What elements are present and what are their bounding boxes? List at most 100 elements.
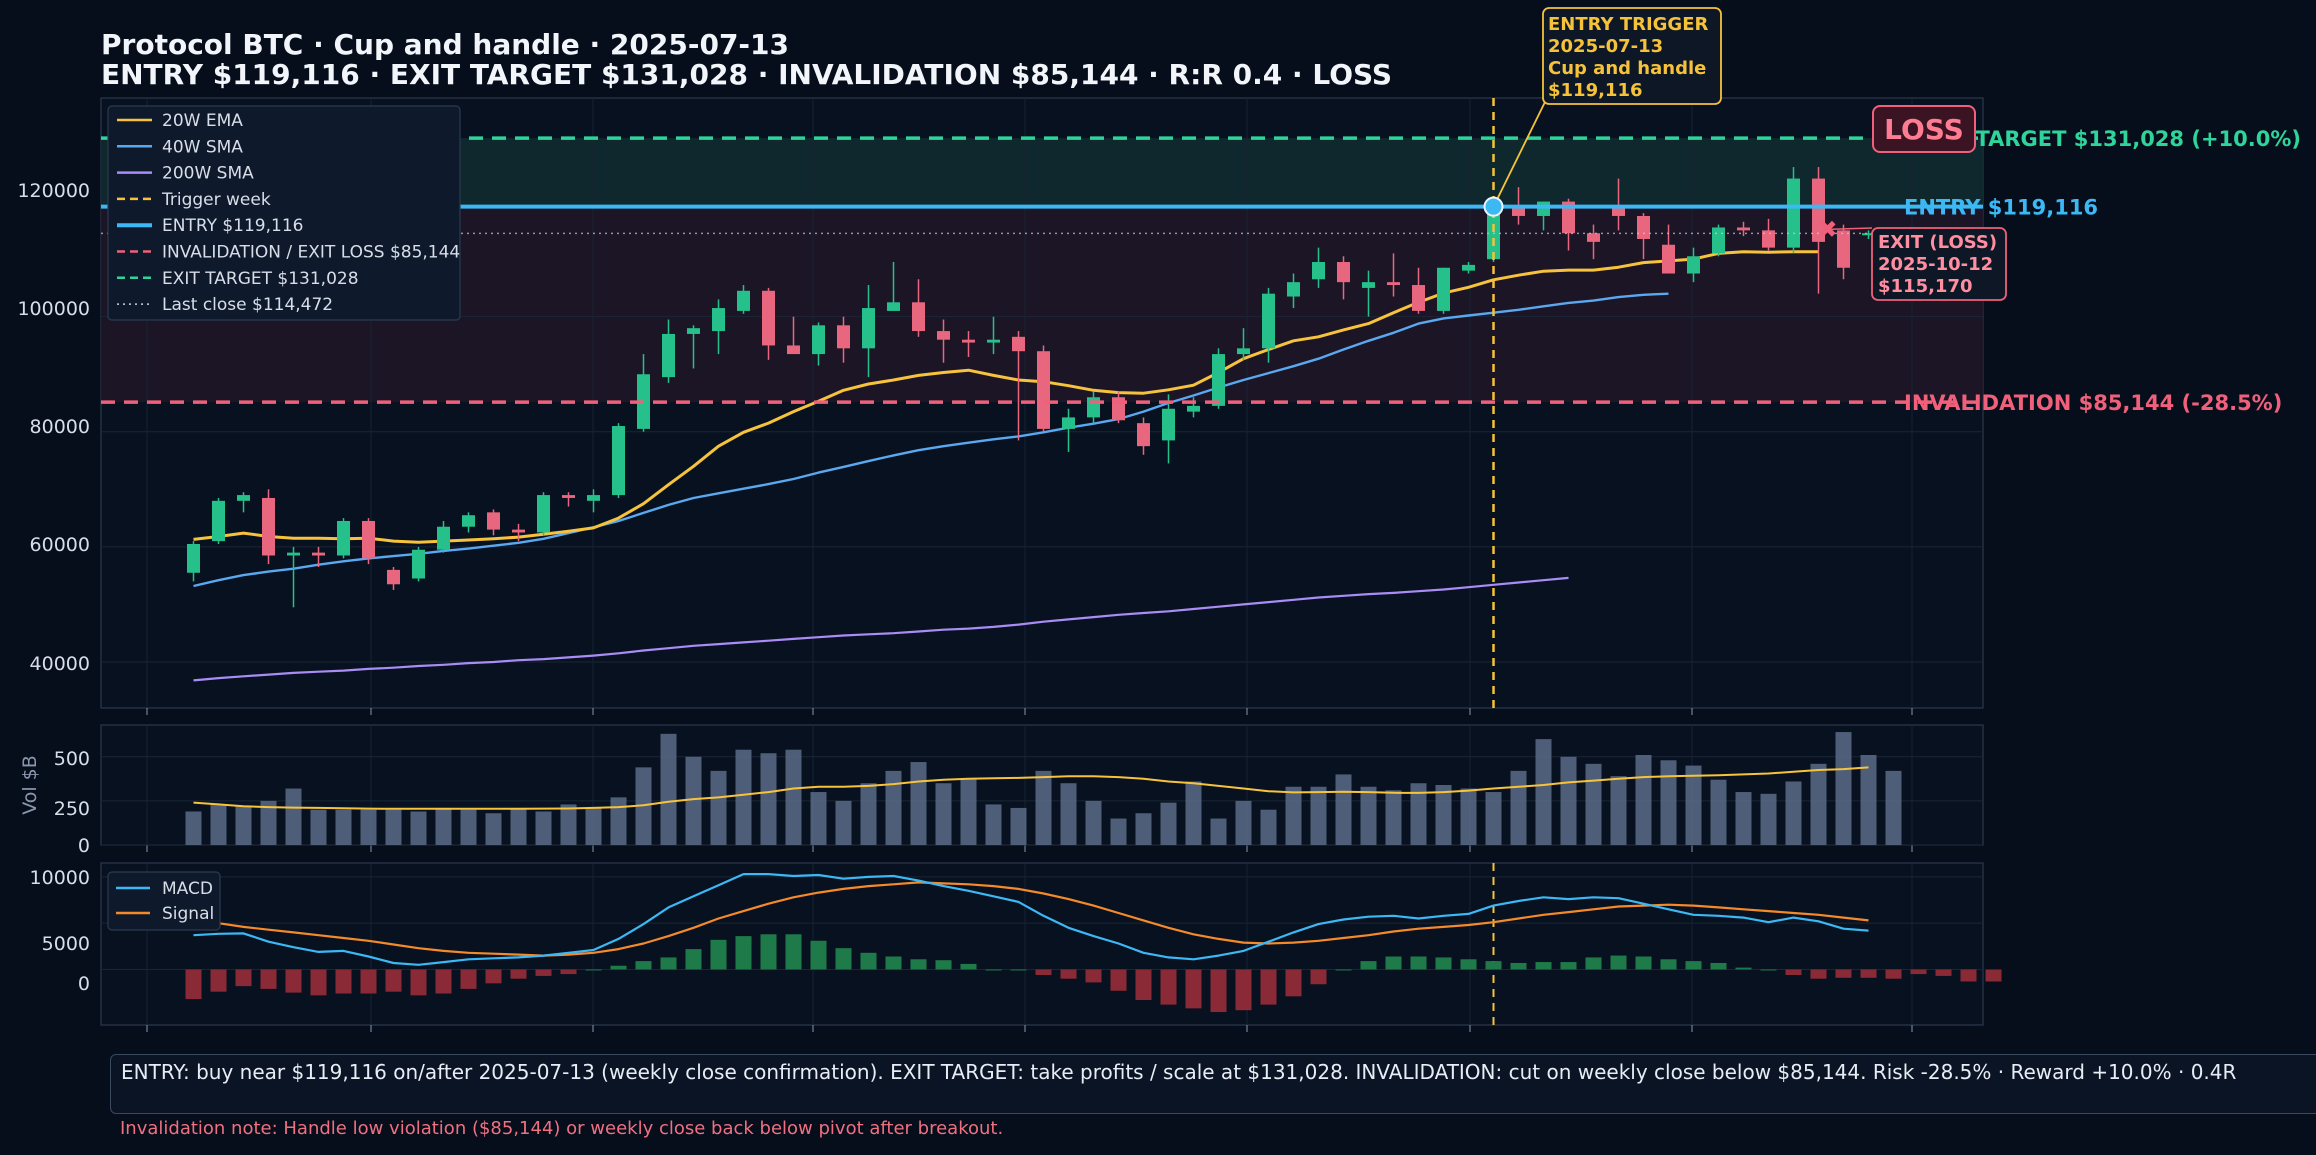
volume-bar — [710, 770, 727, 845]
volume-bar — [1285, 786, 1302, 845]
macd-histogram-bar — [1260, 969, 1277, 1005]
volume-bar — [310, 809, 327, 845]
macd-histogram-bar — [1785, 969, 1802, 976]
volume-bar — [510, 807, 527, 845]
candle-body — [1137, 423, 1150, 447]
volume-bar — [1610, 776, 1627, 845]
candle-body — [687, 328, 700, 334]
volume-bar — [1685, 765, 1702, 845]
candle-body — [1087, 397, 1100, 418]
volume-bar — [835, 800, 852, 845]
volume-bar — [885, 770, 902, 845]
volume-bar — [360, 809, 377, 845]
candle-body — [437, 526, 450, 550]
macd-histogram-bar — [1385, 956, 1402, 970]
macd-histogram-bar — [1935, 969, 1952, 976]
legend-entry: Trigger week — [161, 190, 271, 210]
macd-histogram-bar — [385, 969, 402, 992]
volume-bar — [235, 806, 252, 845]
macd-histogram-bar — [1285, 969, 1302, 997]
macd-histogram-bar — [635, 961, 652, 970]
volume-bar — [760, 753, 777, 845]
candle-body — [462, 515, 475, 527]
trigger-annotation-pointer — [1492, 101, 1546, 208]
volume-bar — [1660, 760, 1677, 845]
macd-histogram-bar — [1810, 969, 1827, 979]
volume-bar — [1110, 818, 1127, 845]
macd-histogram-bar — [435, 969, 452, 994]
candle-body — [512, 529, 525, 533]
candle-body — [1162, 408, 1175, 441]
macd-histogram-bar — [1135, 969, 1152, 1001]
macd-histogram-bar — [835, 948, 852, 970]
volume-bar — [485, 813, 502, 845]
macd-histogram-bar — [1585, 957, 1602, 970]
candle-body — [487, 512, 500, 530]
volume-bar — [1560, 756, 1577, 845]
candle-body — [187, 543, 200, 573]
legend-entry: 200W SMA — [162, 164, 254, 184]
macd-histogram-bar — [685, 949, 702, 970]
macd-histogram-bar — [460, 969, 477, 989]
candle-body — [287, 552, 300, 556]
candle-body — [1462, 264, 1475, 271]
candle-body — [787, 345, 800, 355]
volume-bar — [1760, 793, 1777, 845]
candle-body — [612, 426, 625, 496]
candle-body — [737, 290, 750, 311]
candle-body — [962, 339, 975, 343]
candle-body — [662, 333, 675, 378]
candle-body — [312, 552, 325, 556]
candle-body — [1412, 285, 1425, 311]
volume-bar — [860, 783, 877, 845]
macd-histogram-bar — [560, 969, 577, 975]
candle-body — [1337, 262, 1350, 283]
volume-bar — [1535, 739, 1552, 845]
volume-bar — [935, 783, 952, 845]
exit-marker: ✖ — [1817, 215, 1837, 243]
volume-bar — [985, 804, 1002, 845]
macd-histogram-bar — [510, 969, 527, 979]
volume-bar — [1035, 770, 1052, 845]
candle-body — [987, 339, 1000, 343]
legend-entry: 20W EMA — [162, 111, 243, 131]
chart-title: Protocol BTC · Cup and handle · 2025-07-… — [101, 28, 790, 61]
volume-bar — [1010, 807, 1027, 845]
macd-histogram-bar — [1735, 967, 1752, 970]
macd-histogram-bar — [960, 963, 977, 970]
volume-bar — [785, 749, 802, 845]
macd-histogram-bar — [1660, 959, 1677, 970]
trigger-annotation-text: Cup and handle — [1548, 58, 1706, 79]
volume-bar — [1310, 786, 1327, 845]
candle-body — [337, 520, 350, 556]
candle-body — [1537, 201, 1550, 216]
candle-body — [1012, 336, 1025, 352]
macd-histogram-bar — [360, 969, 377, 994]
candle-body — [1687, 256, 1700, 274]
volume-bar — [1335, 774, 1352, 845]
candle-body — [1637, 215, 1650, 239]
macd-histogram-bar — [1435, 957, 1452, 970]
macd-histogram-bar — [1335, 969, 1352, 971]
macd-histogram-bar — [710, 939, 727, 970]
volume-bar — [1360, 786, 1377, 845]
candle-body — [1212, 354, 1225, 406]
candle-body — [887, 302, 900, 311]
macd-histogram-bar — [1060, 969, 1077, 979]
volume-bar — [1210, 818, 1227, 845]
macd-histogram-bar — [760, 934, 777, 970]
macd-histogram-bar — [985, 969, 1002, 971]
macd-histogram-bar — [1210, 969, 1227, 1013]
candle-body — [812, 325, 825, 355]
volume-bar — [460, 809, 477, 845]
exit-annotation-pointer — [1827, 227, 1873, 231]
volume-bar — [810, 792, 827, 845]
trigger-annotation-text: 2025-07-13 — [1548, 36, 1663, 57]
sma200-line — [193, 576, 1569, 682]
volume-bar — [685, 756, 702, 845]
volume-bar — [385, 809, 402, 845]
macd-histogram-bar — [1610, 955, 1627, 970]
invalidation-label: INVALIDATION $85,144 (-28.5%) — [1904, 391, 2282, 415]
volume-bar — [1785, 781, 1802, 845]
